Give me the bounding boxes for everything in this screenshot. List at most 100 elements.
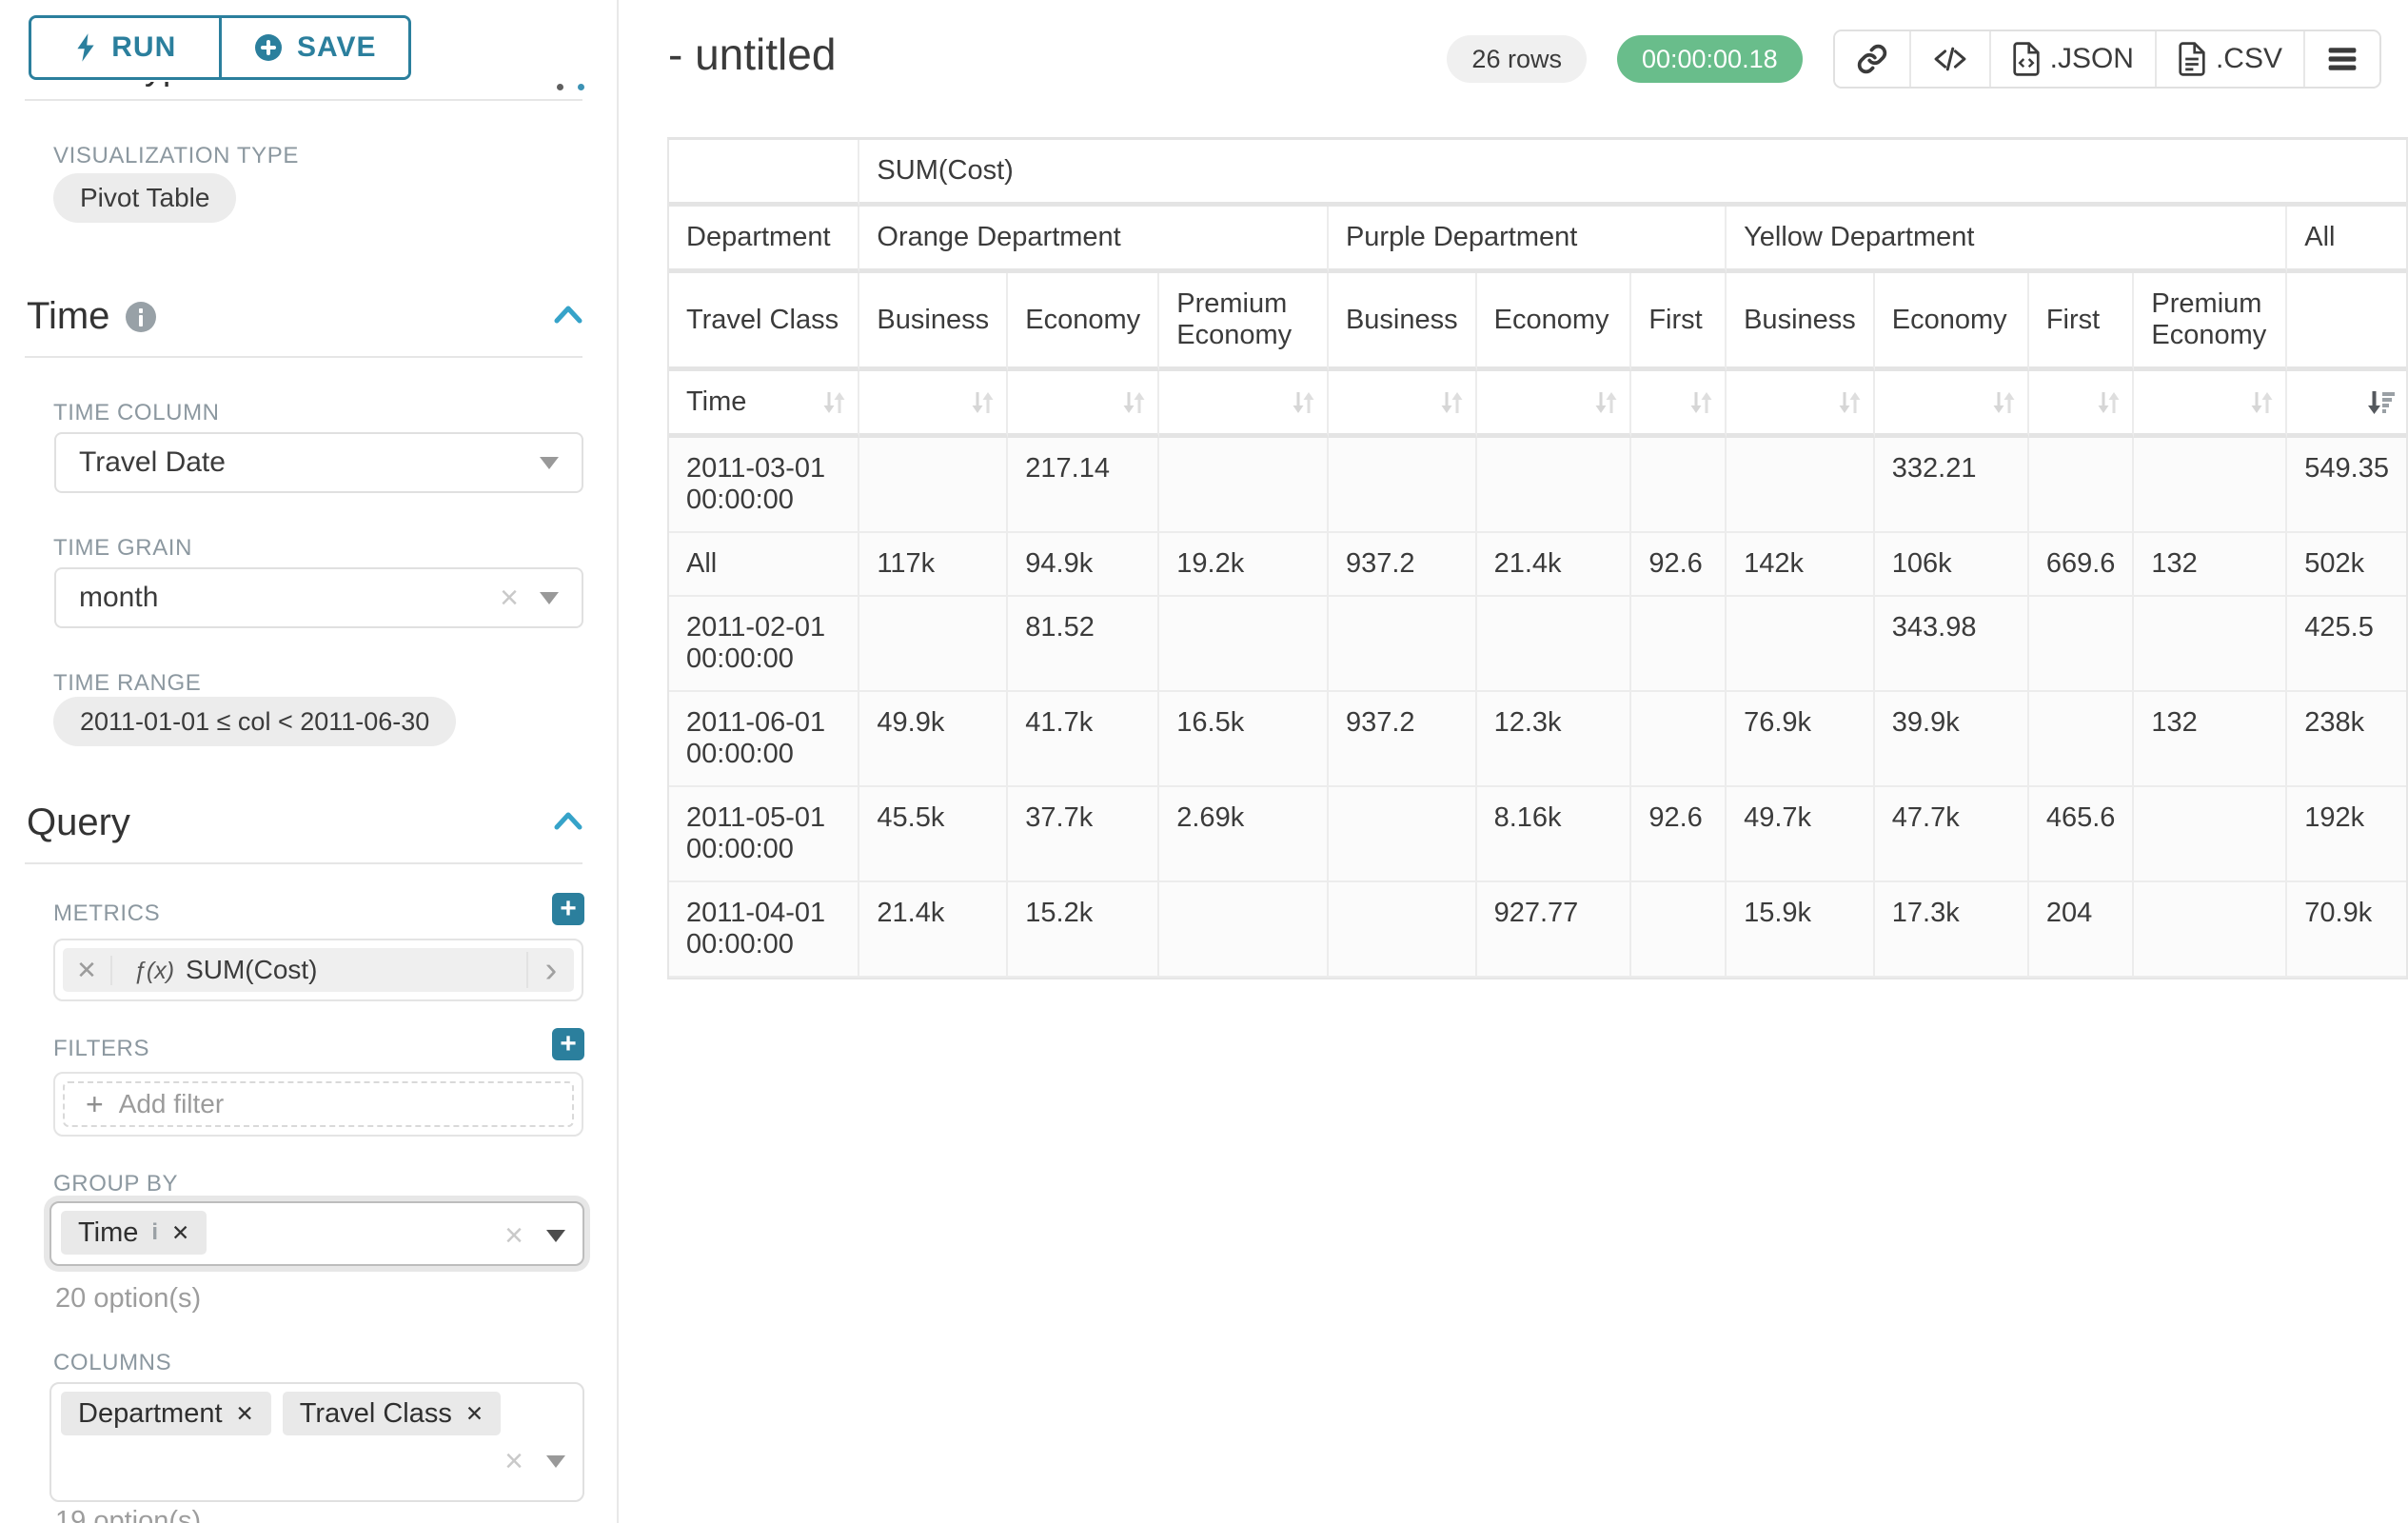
pivot-value-cell bbox=[1159, 438, 1329, 533]
metric-name: ƒ(x)SUM(Cost) bbox=[112, 955, 526, 985]
time-column-value: Travel Date bbox=[79, 446, 540, 479]
sort-header[interactable] bbox=[1727, 371, 1875, 438]
columns-options-hint: 19 option(s) bbox=[55, 1506, 201, 1523]
pivot-value-cell: 47.7k bbox=[1875, 787, 2029, 882]
pivot-value-cell: 927.77 bbox=[1477, 882, 1632, 978]
sort-header[interactable] bbox=[2134, 371, 2287, 438]
sort-header[interactable] bbox=[1477, 371, 1632, 438]
collapse-query-icon[interactable] bbox=[552, 809, 584, 834]
pivot-value-cell bbox=[2029, 692, 2135, 787]
clear-icon[interactable]: × bbox=[504, 1445, 523, 1477]
pivot-value-cell bbox=[2134, 597, 2287, 692]
viz-type-pill[interactable]: Pivot Table bbox=[53, 173, 236, 223]
pivot-value-cell: 192k bbox=[2287, 787, 2406, 882]
row-label: 2011-05-01 00:00:00 bbox=[669, 787, 859, 882]
pivot-value-cell: 937.2 bbox=[1329, 533, 1477, 597]
pivot-value-cell bbox=[1329, 438, 1477, 533]
clear-icon[interactable]: × bbox=[504, 1219, 523, 1252]
row-dimension-sort-header[interactable]: Time bbox=[669, 371, 859, 438]
pivot-value-cell bbox=[1631, 438, 1727, 533]
info-icon[interactable] bbox=[125, 301, 157, 333]
remove-tag-icon[interactable]: ✕ bbox=[171, 1220, 189, 1246]
export-json-button[interactable]: .JSON bbox=[1991, 31, 2157, 87]
department-group-header: Purple Department bbox=[1329, 207, 1727, 273]
run-button[interactable]: RUN bbox=[31, 18, 222, 77]
sort-header-active[interactable] bbox=[2287, 371, 2406, 438]
sort-header[interactable] bbox=[1631, 371, 1727, 438]
add-filter-button[interactable]: + bbox=[552, 1028, 584, 1060]
drag-handle-dot[interactable] bbox=[578, 84, 584, 90]
columns-select[interactable]: Department✕Travel Class✕ × bbox=[49, 1382, 584, 1502]
travel-class-header: Business bbox=[1727, 273, 1875, 371]
pivot-value-cell: 106k bbox=[1875, 533, 2029, 597]
run-save-bar: RUN SAVE bbox=[0, 0, 617, 82]
sort-header[interactable] bbox=[1875, 371, 2029, 438]
copy-link-button[interactable] bbox=[1835, 31, 1911, 87]
clear-icon[interactable]: × bbox=[500, 582, 519, 614]
sort-header[interactable] bbox=[2029, 371, 2135, 438]
chevron-right-icon[interactable]: › bbox=[526, 952, 574, 988]
add-filter-placeholder: Add filter bbox=[119, 1089, 225, 1119]
pivot-data-row: All117k94.9k19.2k937.221.4k92.6142k106k6… bbox=[669, 533, 2406, 597]
viz-type-label: VISUALIZATION TYPE bbox=[53, 143, 299, 169]
drag-handle-dot[interactable] bbox=[557, 84, 563, 90]
add-metric-button[interactable]: + bbox=[552, 893, 584, 925]
embed-code-button[interactable] bbox=[1911, 31, 1991, 87]
sort-header[interactable] bbox=[859, 371, 1008, 438]
section-divider bbox=[25, 99, 582, 101]
remove-metric-icon[interactable]: ✕ bbox=[63, 956, 112, 985]
time-grain-select[interactable]: month × bbox=[54, 567, 583, 628]
sort-header[interactable] bbox=[1159, 371, 1329, 438]
code-icon bbox=[1932, 43, 1968, 75]
sort-header[interactable] bbox=[1329, 371, 1477, 438]
remove-tag-icon[interactable]: ✕ bbox=[236, 1401, 254, 1427]
chart-title[interactable]: - untitled bbox=[668, 29, 836, 80]
menu-button[interactable] bbox=[2305, 31, 2379, 87]
travel-class-header: Business bbox=[1329, 273, 1477, 371]
pivot-value-cell: 669.6 bbox=[2029, 533, 2135, 597]
group-by-select[interactable]: Timei✕ × bbox=[49, 1201, 584, 1266]
pivot-value-cell: 41.7k bbox=[1008, 692, 1159, 787]
pivot-value-cell: 8.16k bbox=[1477, 787, 1632, 882]
export-csv-button[interactable]: .CSV bbox=[2157, 31, 2305, 87]
tag-label: Department bbox=[78, 1398, 223, 1430]
pivot-value-cell: 132 bbox=[2134, 692, 2287, 787]
time-column-select[interactable]: Travel Date bbox=[54, 432, 583, 493]
row-label: 2011-02-01 00:00:00 bbox=[669, 597, 859, 692]
remove-tag-icon[interactable]: ✕ bbox=[465, 1401, 484, 1427]
query-timer-badge: 00:00:00.18 bbox=[1617, 35, 1803, 83]
metric-item[interactable]: ✕ ƒ(x)SUM(Cost) › bbox=[63, 948, 574, 992]
collapse-time-icon[interactable] bbox=[552, 303, 584, 327]
pivot-table: SUM(Cost) DepartmentOrange DepartmentPur… bbox=[667, 137, 2408, 979]
pivot-data-row: 2011-02-01 00:00:0081.52343.98425.5 bbox=[669, 597, 2406, 692]
sort-header[interactable] bbox=[1008, 371, 1159, 438]
pivot-value-cell: 92.6 bbox=[1631, 787, 1727, 882]
pivot-value-cell: 217.14 bbox=[1008, 438, 1159, 533]
chart-area: - untitled 26 rows 00:00:00.18 bbox=[619, 0, 2408, 1523]
info-icon: i bbox=[151, 1219, 158, 1246]
chevron-down-icon[interactable] bbox=[546, 1455, 565, 1468]
save-button[interactable]: SAVE bbox=[222, 18, 409, 77]
pivot-value-cell bbox=[2134, 438, 2287, 533]
pivot-table-container: SUM(Cost) DepartmentOrange DepartmentPur… bbox=[667, 137, 2408, 979]
travel-class-header bbox=[2287, 273, 2406, 371]
department-header-row: DepartmentOrange DepartmentPurple Depart… bbox=[669, 207, 2406, 273]
save-label: SAVE bbox=[297, 31, 376, 64]
sort-icon bbox=[968, 388, 997, 417]
add-filter-dropzone[interactable]: + Add filter bbox=[63, 1081, 574, 1127]
pivot-value-cell: 37.7k bbox=[1008, 787, 1159, 882]
row-label: All bbox=[669, 533, 859, 597]
time-section-title: Time bbox=[27, 295, 109, 338]
travel-class-header: First bbox=[2029, 273, 2135, 371]
pivot-data-row: 2011-03-01 00:00:00217.14332.21549.35 bbox=[669, 438, 2406, 533]
pivot-value-cell: 76.9k bbox=[1727, 692, 1875, 787]
columns-value-pill[interactable]: Department ✕ bbox=[61, 1392, 271, 1435]
sort-icon bbox=[819, 388, 848, 417]
section-divider bbox=[25, 862, 582, 864]
pivot-value-cell bbox=[1159, 597, 1329, 692]
pivot-value-cell bbox=[1477, 597, 1632, 692]
time-range-pill[interactable]: 2011-01-01 ≤ col < 2011-06-30 bbox=[53, 697, 456, 746]
chevron-down-icon[interactable] bbox=[546, 1230, 565, 1242]
group-by-value-pill[interactable]: Timei✕ bbox=[61, 1211, 207, 1255]
columns-value-pill[interactable]: Travel Class✕ bbox=[283, 1392, 501, 1435]
